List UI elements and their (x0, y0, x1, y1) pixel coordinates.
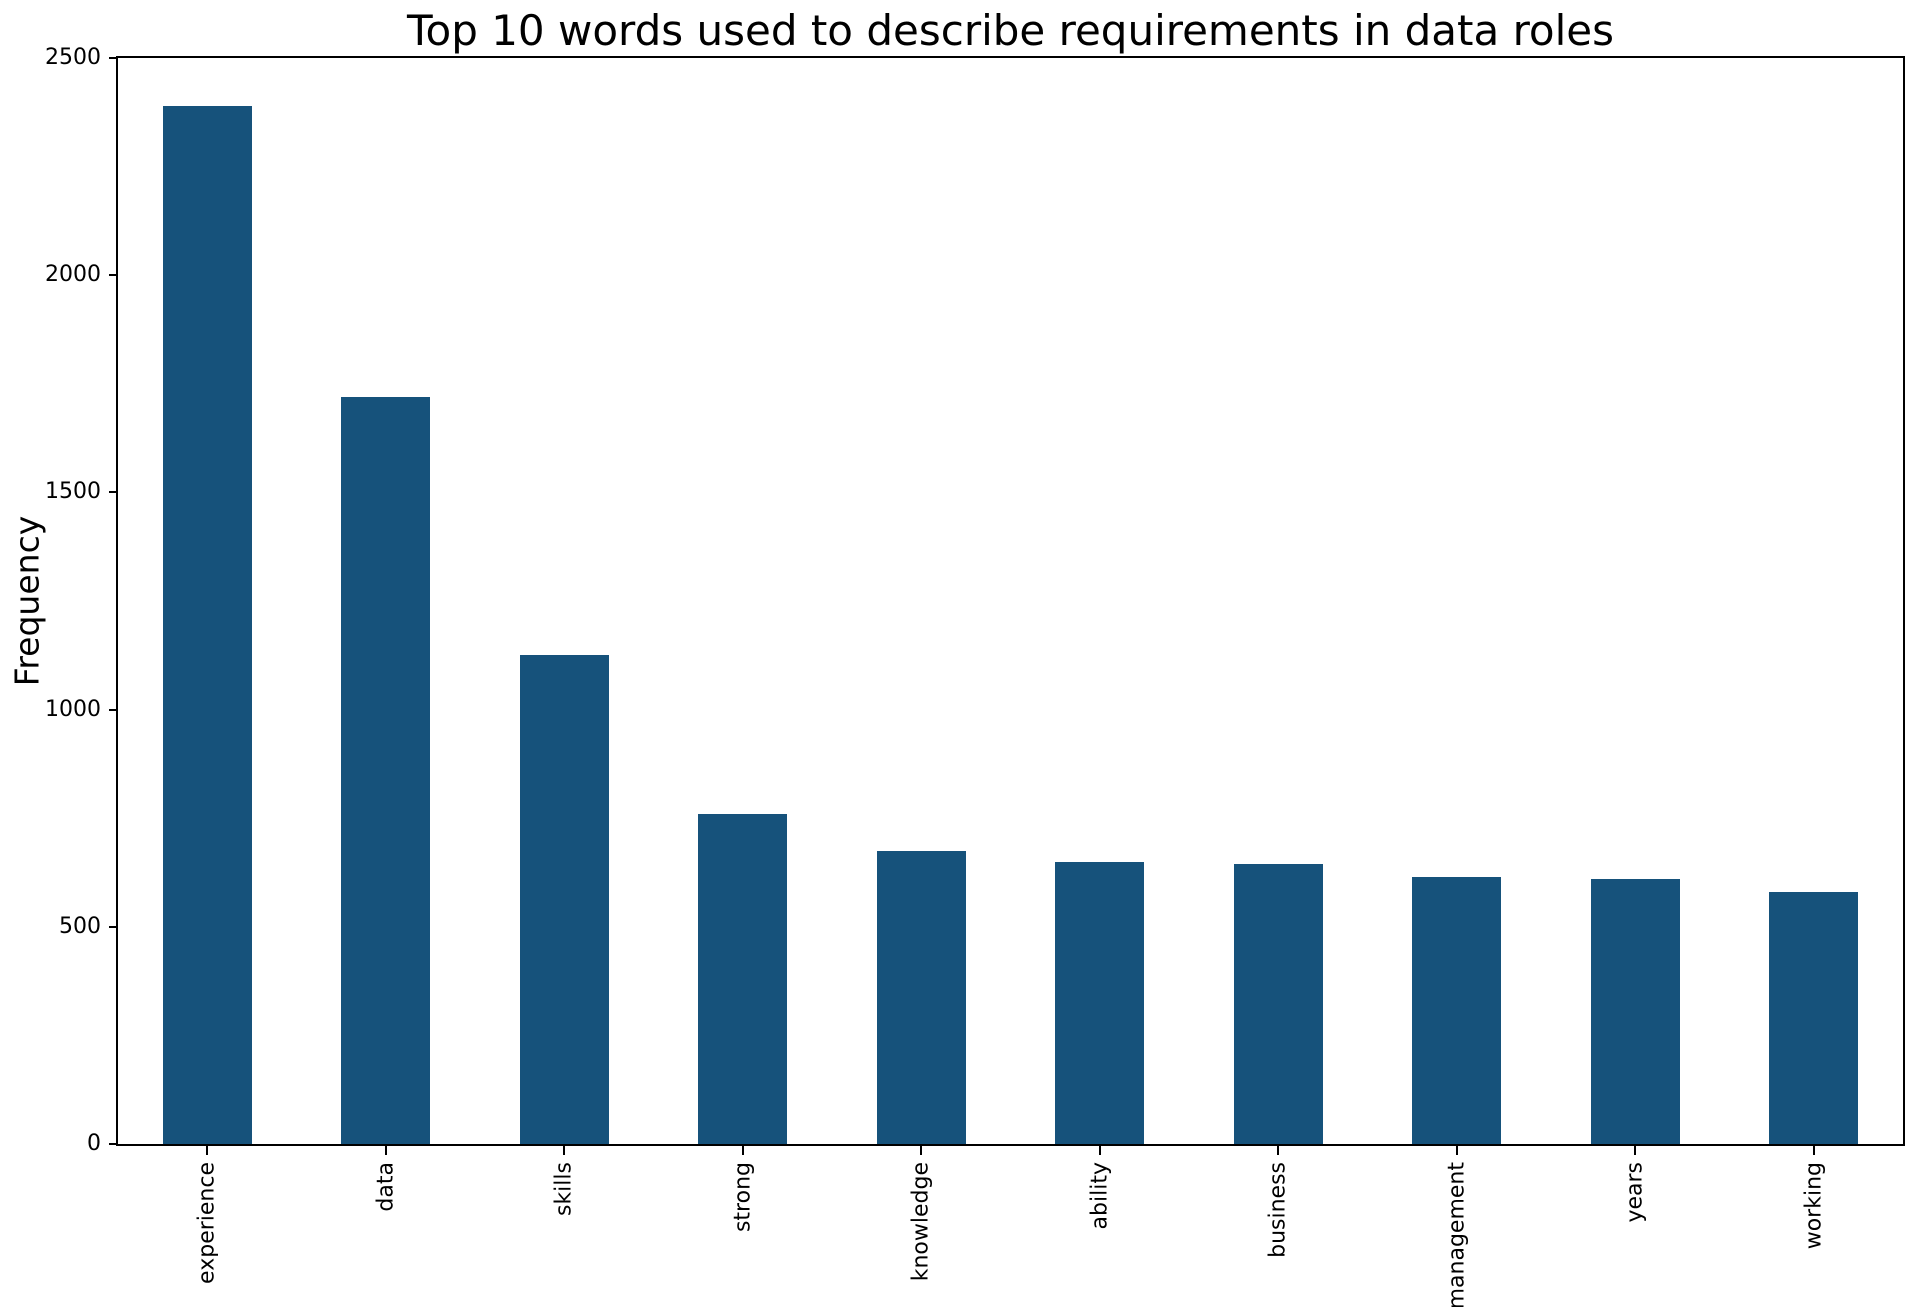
plot-area (116, 56, 1905, 1146)
bar-years (1591, 879, 1680, 1144)
x-tick-label-text: skills (551, 1162, 577, 1217)
x-tick-mark (1277, 1146, 1279, 1155)
y-tick-label-1000: 1000 (45, 697, 101, 722)
y-axis-label: Frequency (7, 515, 47, 687)
x-tick-label-knowledge: knowledge (909, 1162, 934, 1285)
x-tick-label-text: knowledge (908, 1162, 934, 1282)
y-tick-mark (109, 491, 118, 493)
x-tick-label-data: data (374, 1162, 399, 1216)
y-tick-label-1500: 1500 (45, 479, 101, 504)
x-tick-label-text: strong (730, 1162, 756, 1233)
x-tick-label-ability: ability (1088, 1162, 1113, 1233)
y-tick-label-0: 0 (87, 1131, 101, 1156)
bar-business (1234, 864, 1323, 1144)
x-tick-label-experience: experience (195, 1162, 220, 1288)
x-tick-label-text: management (1444, 1162, 1470, 1307)
bar-ability (1055, 862, 1144, 1144)
x-tick-label-text: years (1622, 1162, 1648, 1223)
y-tick-label-2000: 2000 (45, 262, 101, 287)
x-tick-label-business: business (1266, 1162, 1291, 1262)
bar-working (1769, 892, 1858, 1144)
x-tick-label-text: experience (194, 1162, 220, 1284)
bar-skills (520, 655, 609, 1144)
y-tick-mark (109, 709, 118, 711)
x-tick-label-strong: strong (731, 1162, 756, 1236)
x-tick-mark (206, 1146, 208, 1155)
x-tick-label-skills: skills (552, 1162, 577, 1220)
x-tick-label-text: data (373, 1162, 399, 1212)
bar-knowledge (877, 851, 966, 1144)
x-tick-mark (920, 1146, 922, 1155)
x-tick-mark (742, 1146, 744, 1155)
x-tick-mark (385, 1146, 387, 1155)
x-tick-label-text: ability (1087, 1162, 1113, 1230)
x-tick-mark (1813, 1146, 1815, 1155)
x-tick-label-years: years (1623, 1162, 1648, 1227)
bar-management (1412, 877, 1501, 1144)
x-tick-mark (1099, 1146, 1101, 1155)
x-tick-label-text: business (1265, 1162, 1291, 1258)
bar-data (341, 397, 430, 1144)
x-tick-label-management: management (1445, 1162, 1470, 1307)
x-tick-label-text: working (1801, 1162, 1827, 1250)
y-tick-mark (109, 1143, 118, 1145)
y-tick-label-500: 500 (59, 914, 101, 939)
y-tick-mark (109, 926, 118, 928)
bar-experience (163, 106, 252, 1144)
x-tick-mark (1456, 1146, 1458, 1155)
y-tick-label-2500: 2500 (45, 45, 101, 70)
x-tick-label-working: working (1802, 1162, 1827, 1253)
chart-title: Top 10 words used to describe requiremen… (406, 6, 1615, 55)
x-tick-mark (1634, 1146, 1636, 1155)
y-tick-mark (109, 274, 118, 276)
y-tick-mark (109, 57, 118, 59)
bar-strong (698, 814, 787, 1144)
x-tick-mark (563, 1146, 565, 1155)
